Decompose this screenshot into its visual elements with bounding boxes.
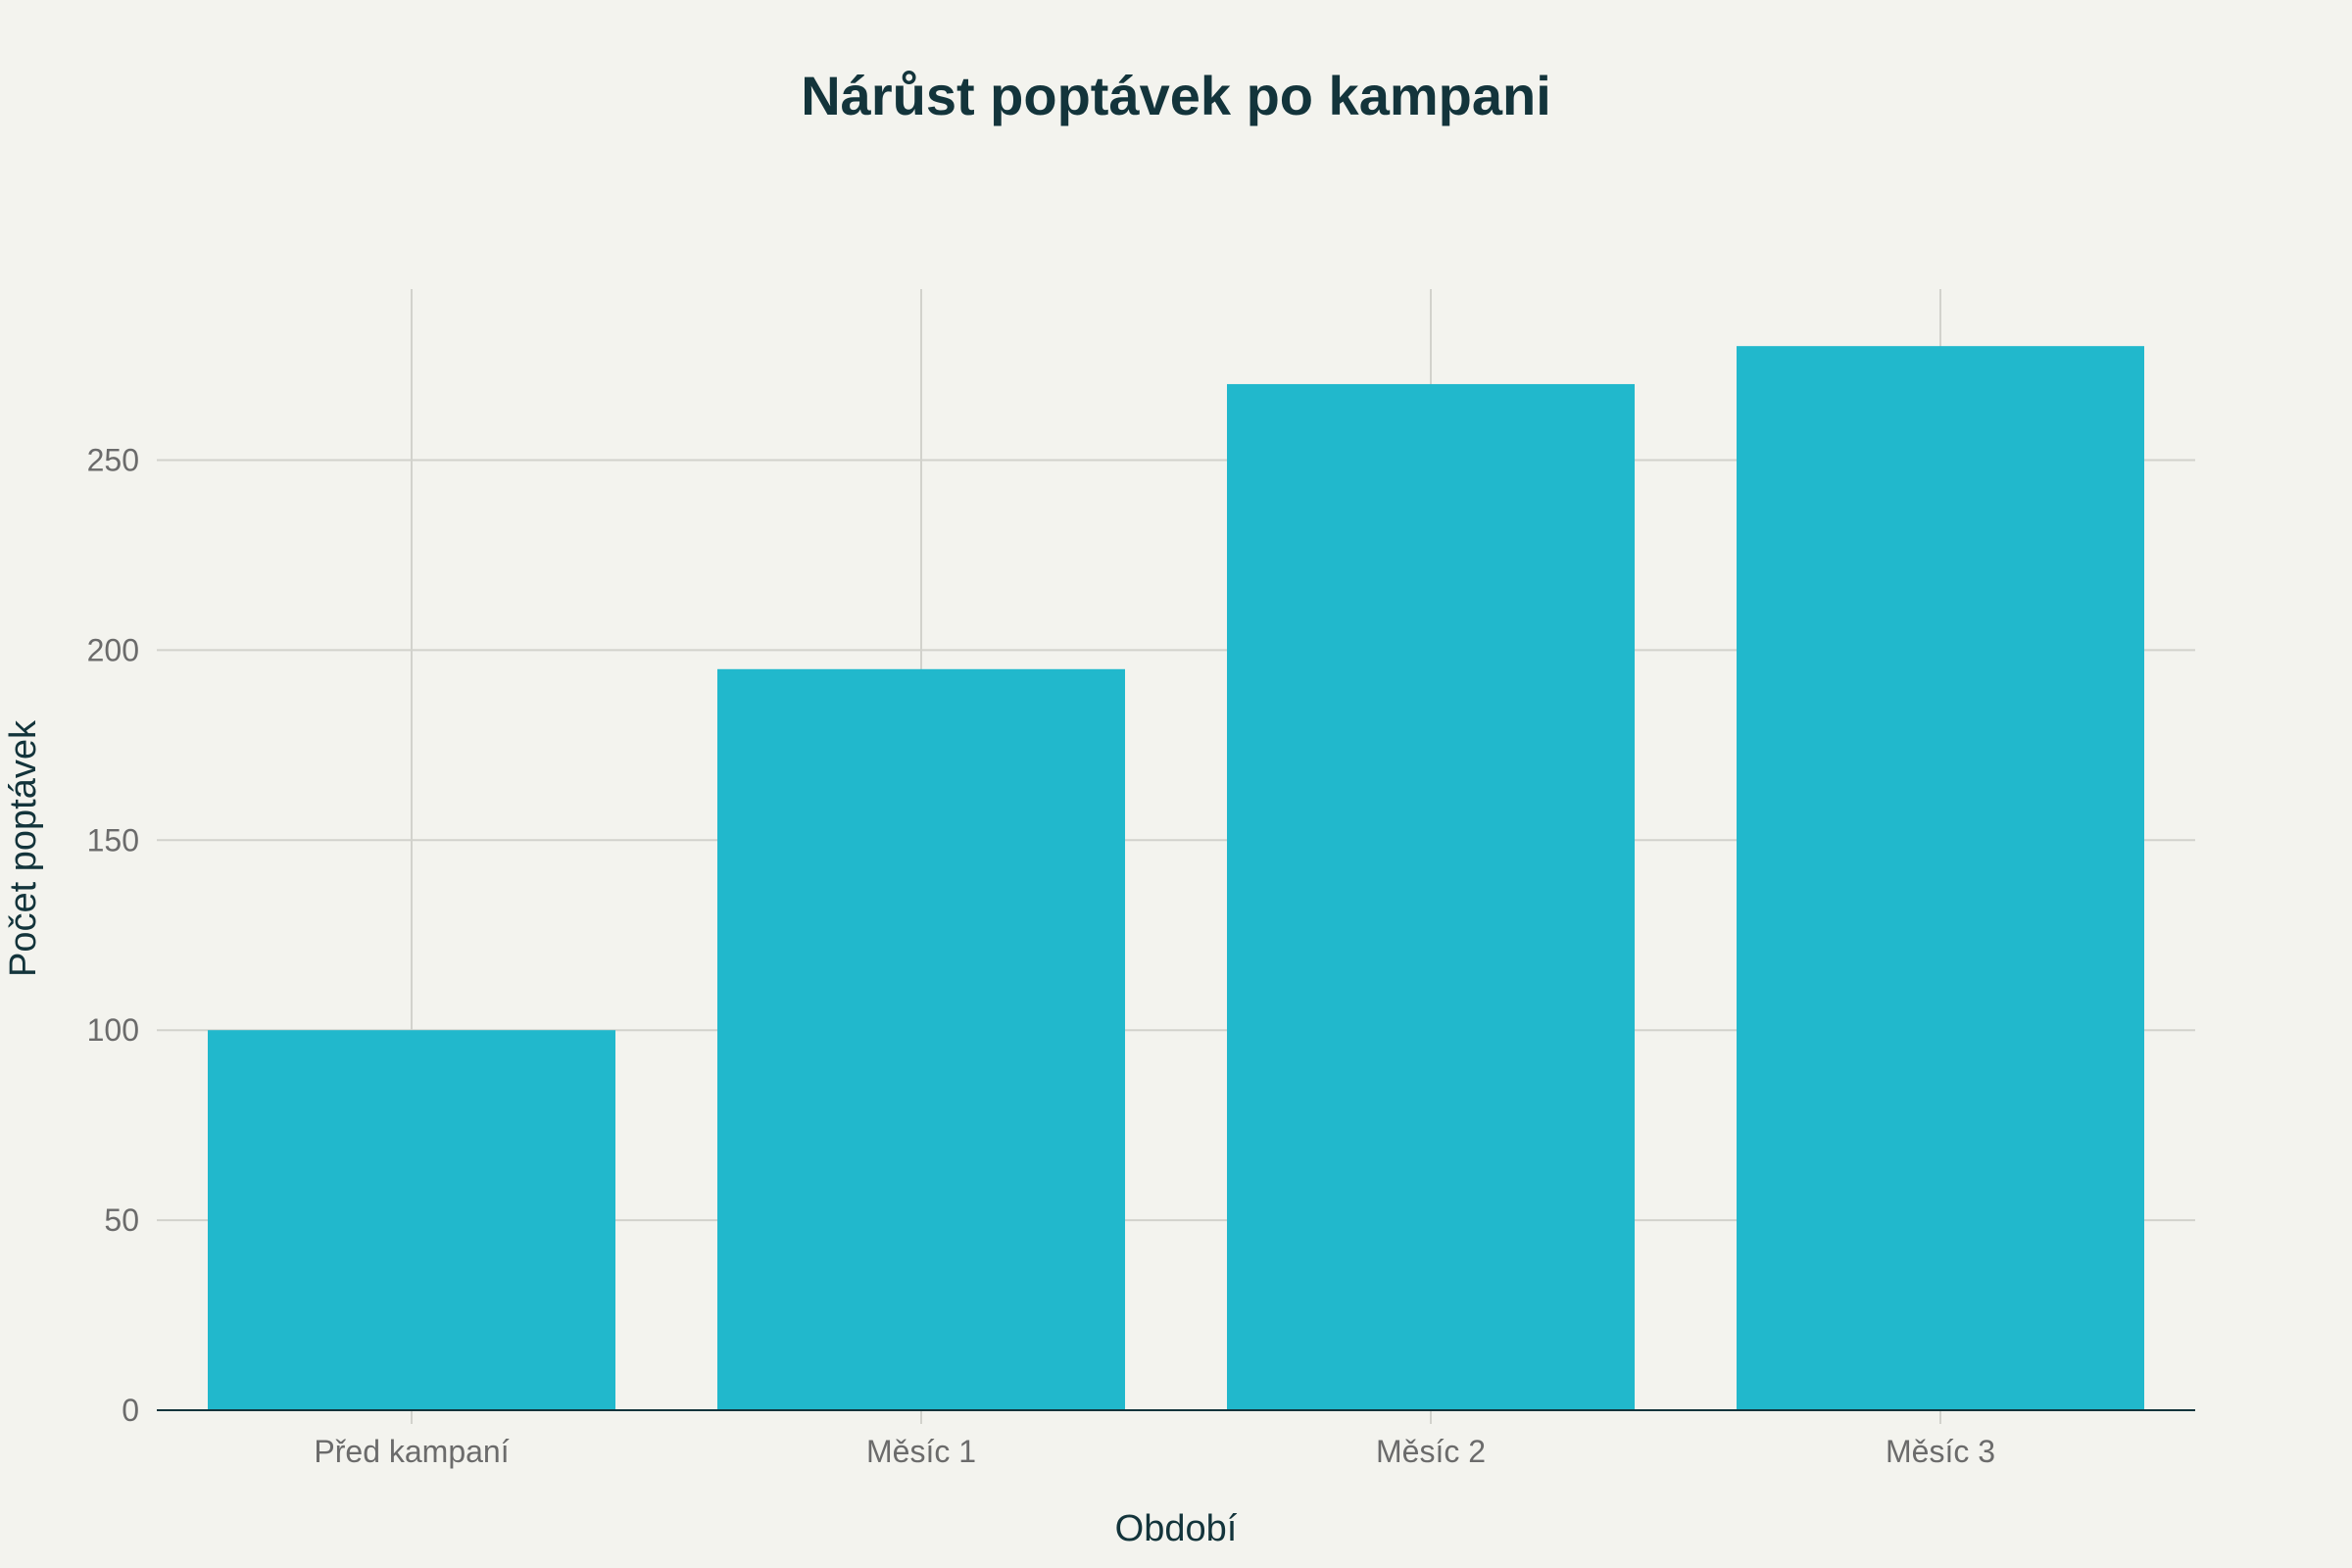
bars	[208, 346, 2144, 1411]
chart-title: Nárůst poptávek po kampani	[801, 65, 1551, 126]
y-tick-label: 100	[87, 1012, 139, 1048]
y-tick-label: 0	[122, 1393, 139, 1428]
y-tick-label: 200	[87, 632, 139, 667]
bar	[717, 668, 1125, 1410]
x-tick-label: Měsíc 3	[1886, 1434, 1995, 1469]
x-tick-label: Před kampaní	[314, 1434, 509, 1469]
y-tick-label: 50	[104, 1202, 139, 1238]
y-axis-ticks: 0 50 100 150 200 250	[87, 443, 139, 1428]
bar	[208, 1030, 615, 1410]
y-tick-label: 250	[87, 443, 139, 478]
x-axis-title: Období	[1115, 1508, 1238, 1549]
x-axis-ticks: Před kampaní Měsíc 1 Měsíc 2 Měsíc 3	[314, 1434, 1995, 1469]
x-tick-label: Měsíc 2	[1376, 1434, 1486, 1469]
y-axis-title: Počet poptávek	[3, 719, 44, 977]
y-tick-label: 150	[87, 822, 139, 858]
x-tick-label: Měsíc 1	[866, 1434, 976, 1469]
bar	[1227, 383, 1635, 1410]
bar	[1737, 346, 2144, 1411]
